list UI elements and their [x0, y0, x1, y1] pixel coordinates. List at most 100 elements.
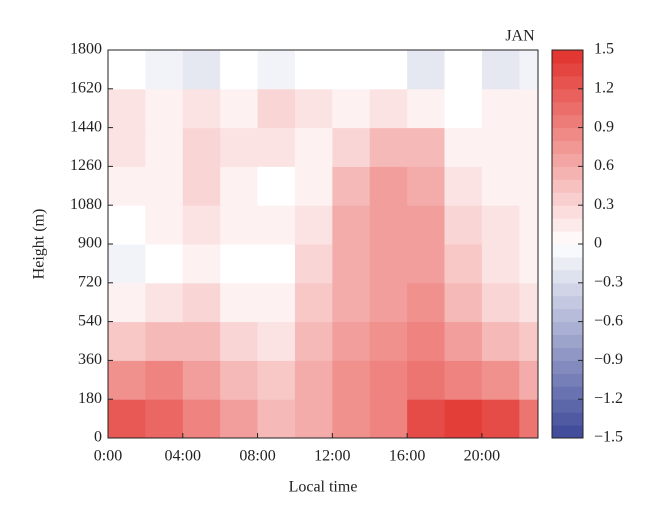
contour-cell	[407, 321, 446, 361]
contour-cell	[332, 399, 371, 439]
contour-cell	[108, 244, 146, 284]
contour-cell	[294, 166, 333, 206]
contour-cell	[444, 166, 483, 206]
contour-cell	[332, 50, 371, 90]
contour-cell	[182, 244, 221, 284]
contour-cell	[407, 360, 446, 400]
contour-cell	[332, 127, 371, 167]
contour-cell	[332, 88, 371, 129]
contour-cell	[182, 127, 221, 167]
contour-cell	[369, 205, 408, 245]
colorbar-step	[552, 321, 583, 336]
contour-cell	[108, 50, 146, 90]
contour-cell	[481, 244, 520, 284]
contour-cell	[481, 282, 520, 323]
contour-cell	[182, 399, 221, 439]
contour-cell	[220, 88, 259, 129]
colorbar-tick-label: −0.3	[594, 273, 623, 290]
contour-cell	[220, 166, 259, 206]
contour-cell	[294, 244, 333, 284]
contour-cell	[444, 50, 483, 90]
colorbar-step	[552, 231, 583, 245]
contour-cell	[182, 166, 221, 206]
contour-field	[108, 50, 539, 439]
contour-cell	[294, 88, 333, 129]
contour-cell	[481, 360, 520, 400]
contour-cell	[369, 360, 408, 400]
colorbar-step	[552, 334, 583, 348]
colorbar-tick-label: −1.5	[594, 429, 623, 446]
contour-cell	[145, 166, 184, 206]
contour-cell	[257, 88, 296, 129]
colorbar-step	[552, 360, 583, 374]
contour-cell	[481, 127, 520, 167]
contour-cell	[145, 321, 184, 361]
contour-cell	[444, 321, 483, 361]
colorbar-step	[552, 179, 583, 193]
x-tick-label: 04:00	[165, 448, 201, 465]
colorbar-step	[552, 166, 583, 180]
contour-cell	[294, 50, 333, 90]
y-tick-label: 1620	[70, 79, 102, 96]
colorbar-step	[552, 127, 583, 142]
contour-cell	[519, 50, 539, 90]
colorbar-step	[552, 282, 583, 297]
contour-cell	[220, 321, 259, 361]
contour-cell	[220, 399, 259, 439]
contour-cell	[444, 360, 483, 400]
colorbar-step	[552, 308, 583, 323]
colorbar-step	[552, 153, 583, 167]
contour-cell	[407, 205, 446, 245]
contour-cell	[182, 282, 221, 323]
contour-cell	[220, 244, 259, 284]
contour-cell	[332, 244, 371, 284]
x-axis-label: Local time	[289, 479, 358, 496]
y-tick-label: 1800	[70, 41, 102, 58]
contour-cell	[145, 399, 184, 439]
x-tick-label: 12:00	[314, 448, 350, 465]
colorbar-step	[552, 218, 583, 232]
contour-cell	[369, 166, 408, 206]
y-tick-label: 1440	[70, 118, 102, 135]
colorbar-step	[552, 101, 583, 116]
x-tick-label: 16:00	[389, 448, 425, 465]
contour-cell	[108, 282, 146, 323]
contour-cell	[257, 127, 296, 167]
colorbar-step	[552, 62, 583, 77]
contour-cell	[294, 321, 333, 361]
contour-cell	[519, 88, 539, 129]
colorbar-step	[552, 114, 583, 129]
contour-cell	[332, 321, 371, 361]
contour-cell	[519, 244, 539, 284]
contour-cell	[257, 321, 296, 361]
contour-cell	[369, 399, 408, 439]
contour-cell	[481, 399, 520, 439]
contour-cell	[332, 166, 371, 206]
contour-cell	[519, 360, 539, 400]
contour-cell	[257, 244, 296, 284]
contour-cell	[481, 321, 520, 361]
colorbar-tick-label: −0.9	[594, 351, 623, 368]
contour-cell	[407, 399, 446, 439]
x-tick-label: 0:00	[94, 448, 122, 465]
contour-cell	[220, 127, 259, 167]
colorbar-step	[552, 412, 583, 426]
contour-cell	[182, 88, 221, 129]
contour-cell	[369, 88, 408, 129]
y-tick-label: 1260	[70, 157, 102, 174]
contour-cell	[220, 205, 259, 245]
colorbar-tick-label: −1.2	[594, 390, 623, 407]
colorbar-step	[552, 140, 583, 154]
contour-cell	[145, 282, 184, 323]
contour-cell	[519, 321, 539, 361]
contour-cell	[220, 50, 259, 90]
colorbar-tick-label: 1.2	[594, 79, 614, 96]
contour-cell	[444, 282, 483, 323]
contour-cell	[444, 244, 483, 284]
colorbar-step	[552, 373, 583, 387]
contour-cell	[332, 360, 371, 400]
contour-cell	[332, 282, 371, 323]
contour-cell	[257, 205, 296, 245]
contour-cell	[108, 88, 146, 129]
